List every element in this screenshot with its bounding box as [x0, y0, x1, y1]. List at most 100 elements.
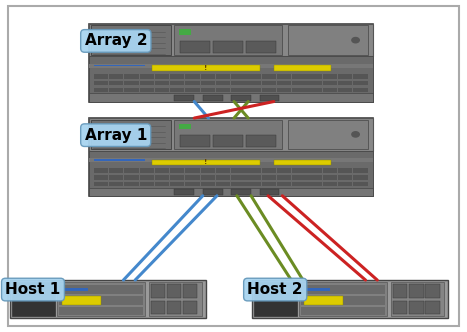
Bar	[124, 94, 139, 99]
Bar	[262, 94, 276, 99]
Bar	[262, 81, 276, 85]
Bar	[124, 74, 139, 79]
Bar	[170, 81, 184, 85]
Bar	[170, 168, 184, 173]
Bar	[180, 41, 210, 52]
Bar	[167, 285, 181, 298]
Bar	[391, 282, 444, 316]
Bar	[338, 81, 352, 85]
Bar	[353, 94, 368, 99]
Bar	[292, 88, 306, 92]
Bar	[393, 301, 408, 314]
Bar	[323, 74, 337, 79]
Bar	[183, 301, 198, 314]
Bar	[231, 81, 246, 85]
Bar	[185, 182, 200, 186]
Bar	[247, 74, 261, 79]
Bar	[216, 189, 230, 193]
Bar	[201, 81, 215, 85]
Bar	[152, 65, 260, 71]
Bar	[216, 182, 230, 186]
Bar	[304, 296, 343, 305]
Bar	[338, 74, 352, 79]
Bar	[323, 88, 337, 92]
Bar	[89, 151, 373, 196]
Bar	[338, 189, 352, 193]
Bar	[59, 285, 142, 293]
Bar	[89, 118, 373, 196]
Bar	[213, 135, 243, 147]
Bar	[59, 306, 142, 315]
Bar	[109, 81, 123, 85]
Bar	[307, 88, 322, 92]
Bar	[201, 189, 215, 193]
Text: Host 2: Host 2	[248, 282, 303, 297]
Bar	[201, 94, 215, 99]
Bar	[353, 74, 368, 79]
Bar	[231, 88, 246, 92]
Bar	[216, 94, 230, 99]
Bar	[393, 285, 408, 298]
Bar	[277, 81, 291, 85]
Bar	[231, 168, 246, 173]
Bar	[12, 282, 56, 316]
Bar	[277, 189, 291, 193]
Bar	[338, 175, 352, 180]
Bar	[124, 81, 139, 85]
Bar	[231, 189, 246, 193]
Bar	[149, 282, 202, 316]
Bar	[353, 88, 368, 92]
Bar	[260, 95, 279, 101]
Bar	[174, 189, 194, 195]
Bar	[185, 189, 200, 193]
Bar	[301, 295, 385, 304]
Bar	[155, 74, 169, 79]
Bar	[247, 94, 261, 99]
Bar	[307, 74, 322, 79]
Bar	[62, 288, 88, 291]
Bar	[262, 175, 276, 180]
Bar	[140, 81, 154, 85]
Bar	[231, 175, 246, 180]
Bar	[262, 189, 276, 193]
Text: Host 1: Host 1	[5, 282, 61, 297]
Bar	[353, 81, 368, 85]
Bar	[155, 175, 169, 180]
Bar	[292, 94, 306, 99]
Bar	[301, 306, 385, 315]
Bar	[338, 182, 352, 186]
Bar	[299, 282, 387, 316]
Bar	[307, 189, 322, 193]
Bar	[89, 118, 373, 151]
Bar	[140, 189, 154, 193]
Bar	[179, 124, 191, 129]
Bar	[353, 182, 368, 186]
Bar	[410, 285, 424, 298]
Bar	[94, 81, 108, 85]
Bar	[323, 94, 337, 99]
Bar	[94, 175, 108, 180]
Bar	[246, 135, 276, 147]
Bar	[323, 168, 337, 173]
Text: Array 2: Array 2	[85, 34, 147, 48]
Bar	[124, 88, 139, 92]
Bar	[201, 168, 215, 173]
Bar	[170, 182, 184, 186]
Bar	[170, 74, 184, 79]
Bar	[216, 74, 230, 79]
Bar	[140, 182, 154, 186]
Bar	[109, 94, 123, 99]
Bar	[94, 182, 108, 186]
Bar	[109, 88, 123, 92]
Bar	[201, 175, 215, 180]
Bar	[231, 74, 246, 79]
Bar	[57, 282, 145, 316]
Bar	[292, 74, 306, 79]
Bar	[89, 158, 373, 162]
Bar	[109, 168, 123, 173]
Bar	[109, 182, 123, 186]
Bar	[185, 81, 200, 85]
Bar	[89, 24, 373, 56]
Bar	[140, 94, 154, 99]
Bar	[155, 88, 169, 92]
